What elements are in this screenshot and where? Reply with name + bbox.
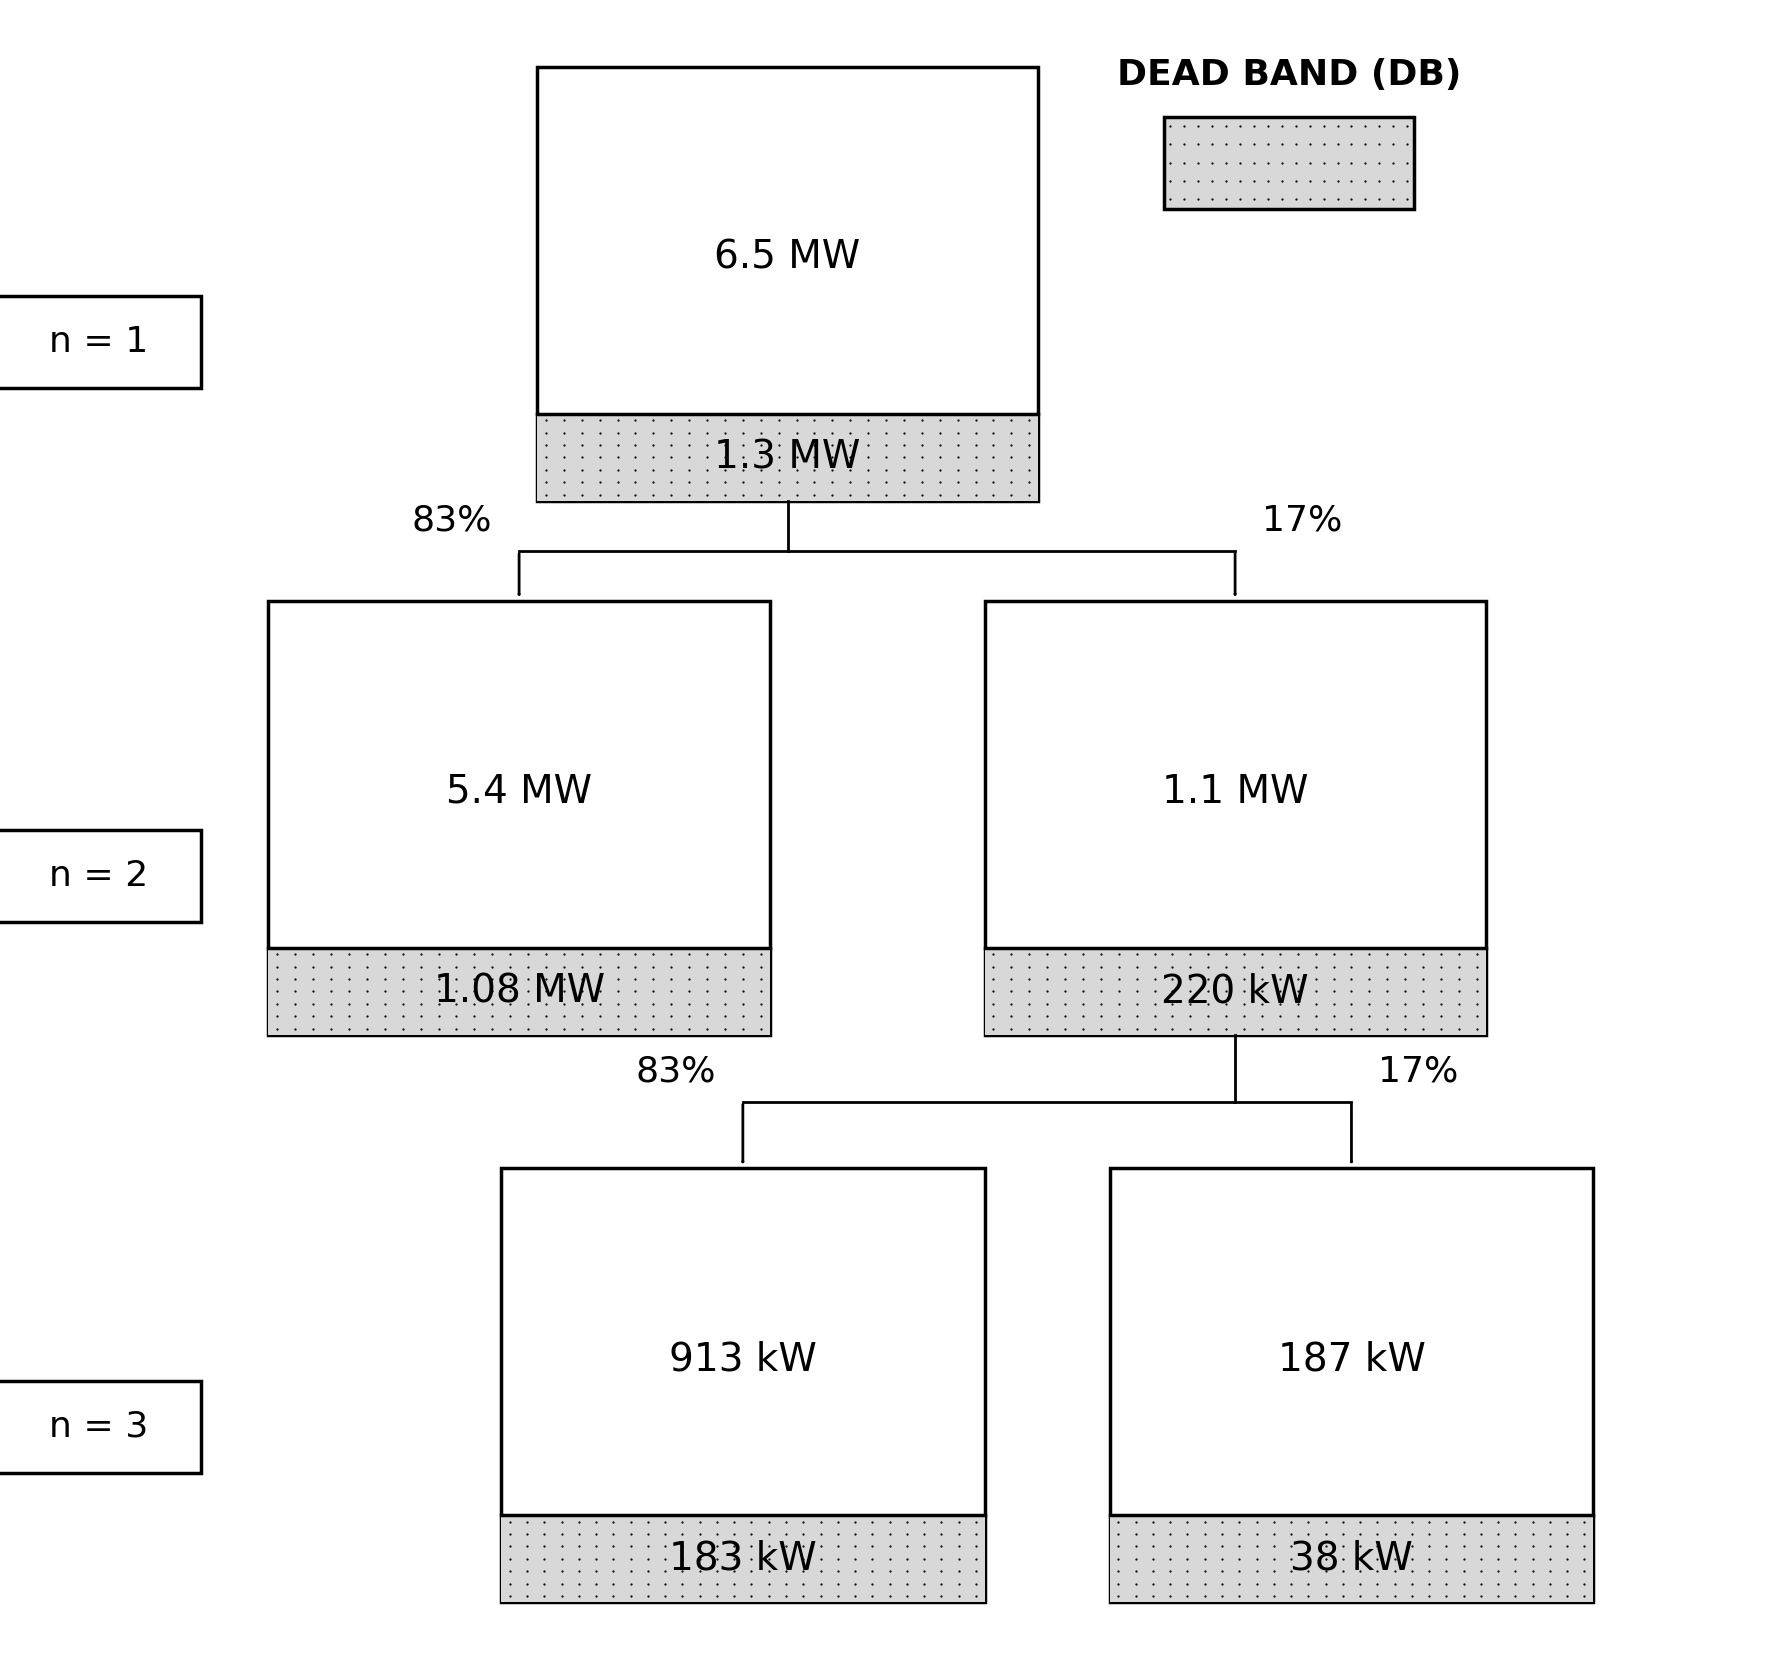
Text: 913 kW: 913 kW xyxy=(669,1340,816,1379)
Bar xyxy=(537,67,1038,501)
Bar xyxy=(0,1382,202,1474)
Text: DEAD BAND (DB): DEAD BAND (DB) xyxy=(1116,58,1460,92)
Text: n = 2: n = 2 xyxy=(48,860,148,893)
Text: 1.3 MW: 1.3 MW xyxy=(714,439,861,476)
Text: 17%: 17% xyxy=(1261,504,1342,537)
Bar xyxy=(0,831,202,921)
Text: 38 kW: 38 kW xyxy=(1290,1540,1412,1577)
Text: 6.5 MW: 6.5 MW xyxy=(714,239,861,277)
Bar xyxy=(1109,1515,1592,1602)
Text: 220 kW: 220 kW xyxy=(1161,973,1308,1010)
Bar xyxy=(0,297,202,389)
Text: 187 kW: 187 kW xyxy=(1277,1340,1424,1379)
Bar xyxy=(1163,117,1413,209)
Bar xyxy=(501,1168,984,1602)
Bar xyxy=(501,1515,984,1602)
Text: 17%: 17% xyxy=(1378,1055,1458,1088)
Text: 83%: 83% xyxy=(635,1055,716,1088)
Text: n = 3: n = 3 xyxy=(48,1410,148,1444)
Bar xyxy=(984,948,1485,1035)
Text: 1.08 MW: 1.08 MW xyxy=(433,973,605,1010)
Text: n = 1: n = 1 xyxy=(48,325,148,359)
Bar xyxy=(268,948,769,1035)
Text: 183 kW: 183 kW xyxy=(669,1540,816,1577)
Text: 83%: 83% xyxy=(411,504,492,537)
Bar xyxy=(984,601,1485,1035)
Bar xyxy=(1109,1168,1592,1602)
Bar xyxy=(268,601,769,1035)
Text: 5.4 MW: 5.4 MW xyxy=(445,773,592,811)
Bar xyxy=(537,414,1038,501)
Text: 1.1 MW: 1.1 MW xyxy=(1161,773,1308,811)
